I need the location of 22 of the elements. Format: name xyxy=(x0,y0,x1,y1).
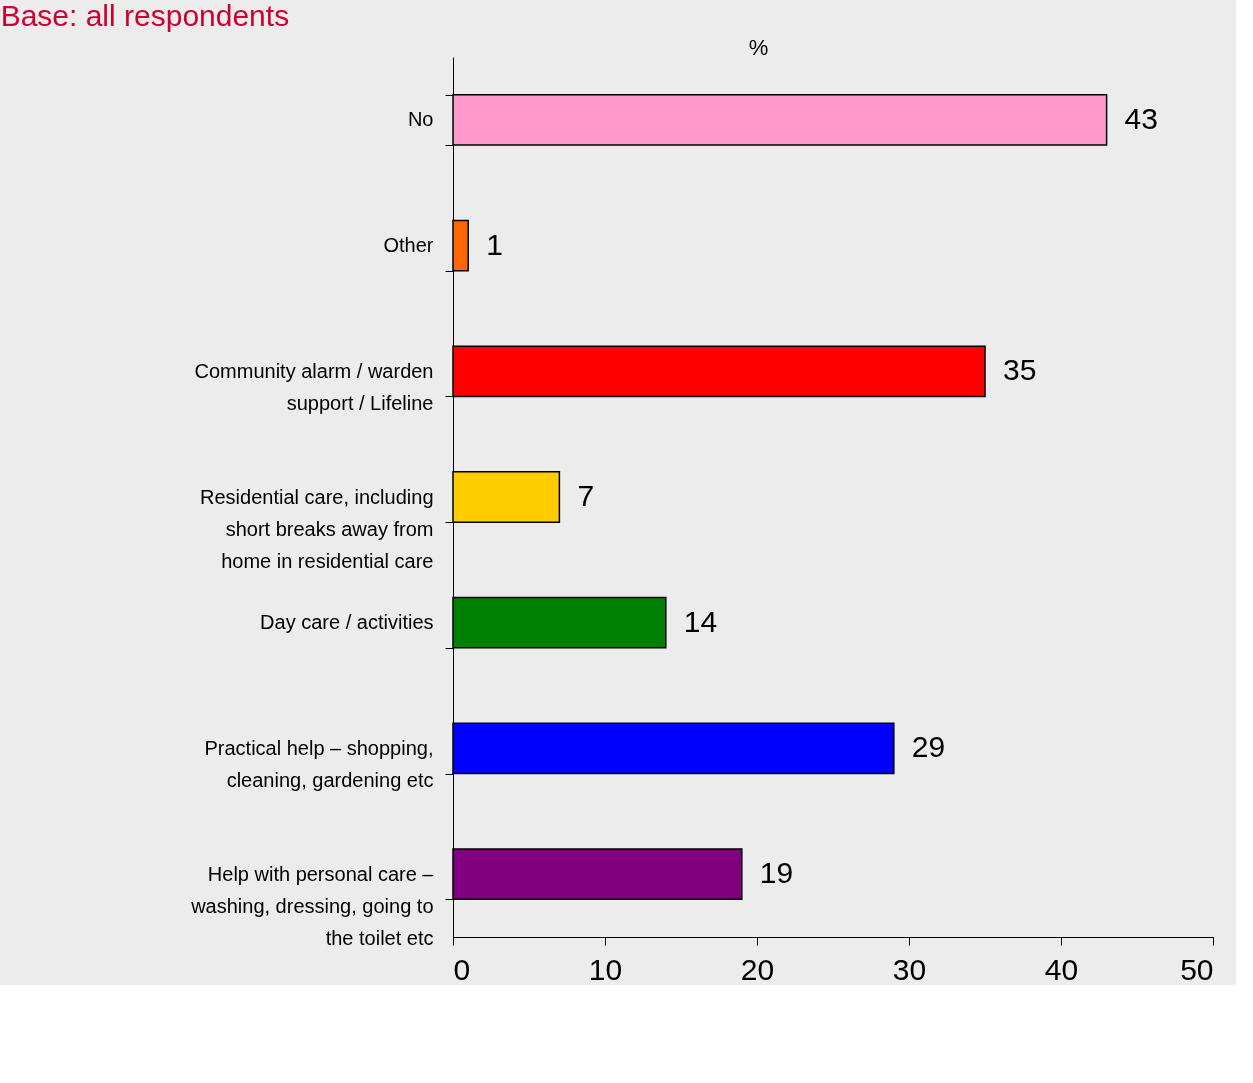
y-tick-label: Day care / activities xyxy=(260,611,434,634)
data-label: 7 xyxy=(577,479,595,512)
data-label: 43 xyxy=(1124,101,1158,135)
data-label: 35 xyxy=(1003,353,1037,387)
x-axis-title: % xyxy=(748,34,769,60)
data-label: 29 xyxy=(911,730,946,764)
y-tick-label: Practical help – shopping, cleaning, gardening etc xyxy=(204,736,434,791)
y-tick-label: Community alarm / warden support / Lifeline xyxy=(194,359,434,414)
x-tick-label: 10 xyxy=(588,952,623,986)
x-tick-label: 20 xyxy=(740,952,775,986)
x-tick-label: 0 xyxy=(453,952,471,986)
x-tick-label: 30 xyxy=(892,952,927,986)
x-tick-label: 40 xyxy=(1044,952,1079,986)
data-label: 14 xyxy=(683,604,718,638)
y-tick-label: Other xyxy=(383,234,434,257)
y-tick-label: No xyxy=(407,108,434,131)
text: Base: all respondents xyxy=(0,0,290,32)
data-label: 1 xyxy=(486,227,503,261)
y-tick-label: Help with personal care – washing, dressing, going to the toilet etc xyxy=(190,862,435,949)
data-label: 19 xyxy=(759,856,794,890)
y-tick-label: Residential care, including short breaks away from home in residential care xyxy=(200,485,434,572)
x-tick-label: 50 xyxy=(1180,952,1214,986)
